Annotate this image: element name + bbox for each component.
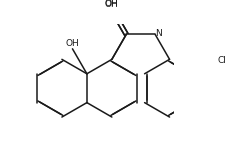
Text: N: N <box>155 29 161 38</box>
Text: OH: OH <box>65 39 79 48</box>
Text: OH: OH <box>104 0 118 9</box>
Text: Cl: Cl <box>217 56 226 65</box>
Text: OH: OH <box>104 0 118 8</box>
